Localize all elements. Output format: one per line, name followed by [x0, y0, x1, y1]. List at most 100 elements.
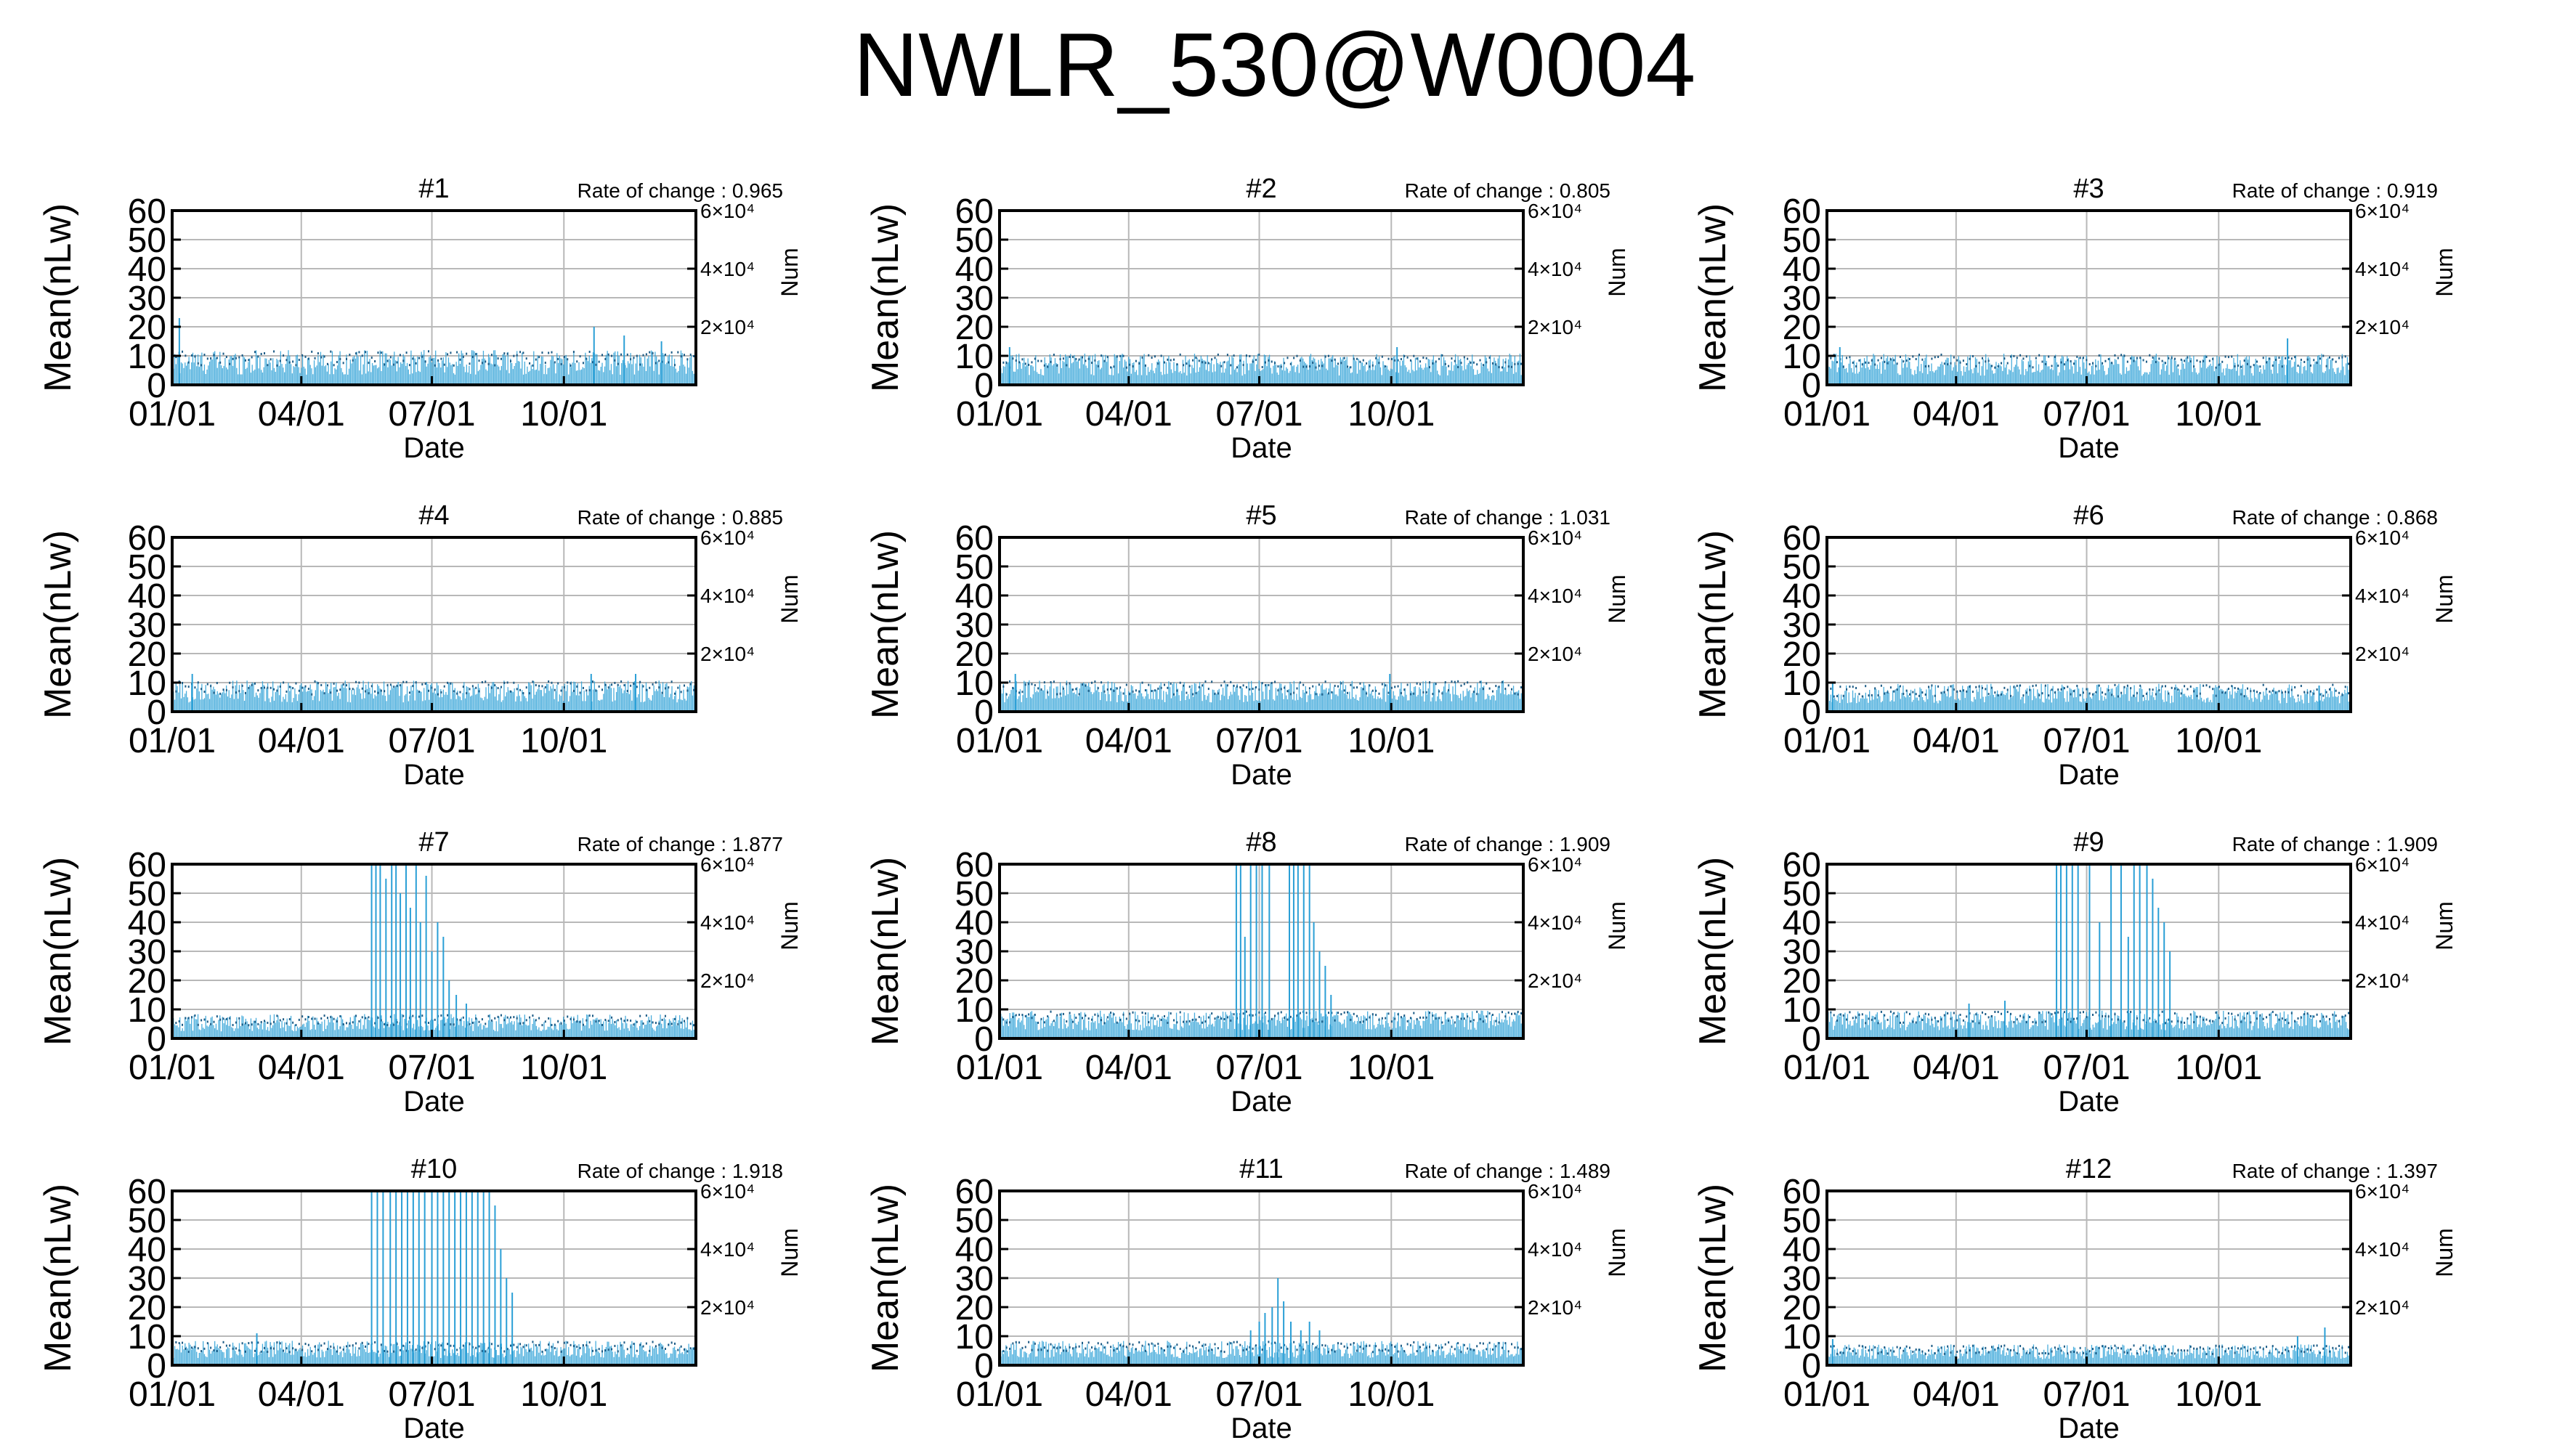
baseline-noise	[1827, 1011, 2350, 1038]
chart-title: #12	[2066, 1154, 2112, 1184]
y-axis-label: Mean(nLw)	[1692, 857, 1734, 1046]
y-axis-label: Mean(nLw)	[864, 857, 907, 1046]
chart-title: #11	[1239, 1154, 1284, 1184]
baseline-noise	[1827, 354, 2350, 385]
y-tick-label: 60	[955, 846, 994, 884]
y2-axis-label: Num	[2431, 901, 2457, 951]
y2-tick-label: 2×10⁴	[2355, 969, 2410, 992]
y2-tick-label: 6×10⁴	[700, 1180, 755, 1203]
y2-axis-label: Num	[1604, 248, 1630, 297]
y-axis-label: Mean(nLw)	[1692, 203, 1734, 392]
x-tick-label: 01/01	[956, 1049, 1043, 1087]
x-tick-label: 01/01	[956, 1375, 1043, 1414]
y2-tick-label: 2×10⁴	[2355, 643, 2410, 665]
x-tick-label: 04/01	[1913, 1375, 2000, 1414]
x-tick-label: 10/01	[2175, 722, 2262, 760]
x-axis-label: Date	[2058, 432, 2120, 464]
x-tick-label: 07/01	[2043, 722, 2130, 760]
y2-axis-label: Num	[2431, 1228, 2457, 1277]
x-tick-label: 04/01	[258, 1375, 345, 1414]
y-tick-label: 60	[1783, 519, 1821, 558]
x-tick-label: 10/01	[2175, 1375, 2262, 1414]
y2-tick-label: 2×10⁴	[2355, 1296, 2410, 1319]
y2-tick-label: 2×10⁴	[2355, 316, 2410, 338]
x-tick-label: 07/01	[388, 722, 475, 760]
y-axis-label: Mean(nLw)	[864, 1184, 907, 1372]
y2-axis-label: Num	[777, 248, 803, 297]
y-tick-label: 60	[128, 519, 166, 558]
y2-tick-label: 4×10⁴	[700, 258, 755, 280]
x-axis-label: Date	[2058, 759, 2120, 791]
y-tick-label: 60	[1783, 1173, 1821, 1211]
y2-tick-label: 2×10⁴	[1528, 1296, 1582, 1319]
x-tick-label: 04/01	[1913, 1049, 2000, 1087]
x-tick-label: 10/01	[520, 1049, 607, 1087]
y2-tick-label: 2×10⁴	[700, 643, 755, 665]
x-tick-label: 01/01	[956, 395, 1043, 434]
y-tick-label: 60	[1783, 846, 1821, 884]
y2-tick-label: 6×10⁴	[700, 200, 755, 222]
chart-title: #4	[418, 500, 449, 531]
chart-title: #8	[1246, 827, 1276, 858]
x-tick-label: 04/01	[1085, 722, 1172, 760]
y2-tick-label: 6×10⁴	[1528, 1180, 1582, 1203]
y-axis-label: Mean(nLw)	[864, 530, 907, 719]
y2-axis-label: Num	[1604, 901, 1630, 951]
y2-tick-label: 4×10⁴	[1528, 258, 1582, 280]
x-axis-label: Date	[1231, 759, 1292, 791]
baseline-noise	[1000, 680, 1523, 712]
y2-tick-label: 4×10⁴	[700, 1238, 755, 1261]
y2-tick-label: 2×10⁴	[700, 969, 755, 992]
chart-title: #5	[1246, 500, 1276, 531]
y2-tick-label: 6×10⁴	[700, 526, 755, 549]
rate-of-change-annotation: Rate of change : 0.885	[578, 506, 783, 529]
chart-title: #6	[2073, 500, 2104, 531]
rate-of-change-annotation: Rate of change : 1.909	[1405, 833, 1610, 855]
x-tick-label: 10/01	[520, 395, 607, 434]
y-tick-label: 60	[1783, 192, 1821, 231]
x-axis-label: Date	[1231, 1412, 1292, 1444]
y2-axis-label: Num	[777, 1228, 803, 1277]
x-tick-label: 04/01	[258, 395, 345, 434]
x-tick-label: 07/01	[388, 395, 475, 434]
x-tick-label: 04/01	[1085, 395, 1172, 434]
y2-axis-label: Num	[1604, 574, 1630, 624]
y-axis-label: Mean(nLw)	[1692, 530, 1734, 719]
y2-tick-label: 4×10⁴	[700, 585, 755, 607]
x-axis-label: Date	[2058, 1412, 2120, 1444]
y2-tick-label: 2×10⁴	[700, 1296, 755, 1319]
y-axis-label: Mean(nLw)	[864, 203, 907, 392]
rate-of-change-annotation: Rate of change : 0.868	[2232, 506, 2438, 529]
y2-axis-label: Num	[777, 901, 803, 951]
y2-tick-label: 4×10⁴	[2355, 911, 2410, 934]
y2-tick-label: 6×10⁴	[1528, 526, 1582, 549]
rate-of-change-annotation: Rate of change : 1.397	[2232, 1160, 2438, 1182]
baseline-noise	[172, 1341, 695, 1365]
y2-tick-label: 2×10⁴	[1528, 969, 1582, 992]
x-tick-label: 04/01	[258, 722, 345, 760]
y2-tick-label: 4×10⁴	[2355, 1238, 2410, 1261]
y2-axis-label: Num	[2431, 574, 2457, 624]
y-tick-label: 60	[128, 1173, 166, 1211]
y2-tick-label: 4×10⁴	[700, 911, 755, 934]
x-tick-label: 01/01	[1783, 1375, 1871, 1414]
baseline-noise	[172, 680, 695, 712]
x-tick-label: 07/01	[1215, 395, 1302, 434]
x-tick-label: 04/01	[1913, 722, 2000, 760]
x-tick-label: 10/01	[1348, 1049, 1435, 1087]
y-axis-label: Mean(nLw)	[1692, 1184, 1734, 1372]
x-tick-label: 07/01	[1215, 1049, 1302, 1087]
baseline-noise	[172, 1014, 695, 1038]
rate-of-change-annotation: Rate of change : 1.909	[2232, 833, 2438, 855]
x-tick-label: 01/01	[129, 1049, 216, 1087]
x-tick-label: 01/01	[129, 395, 216, 434]
